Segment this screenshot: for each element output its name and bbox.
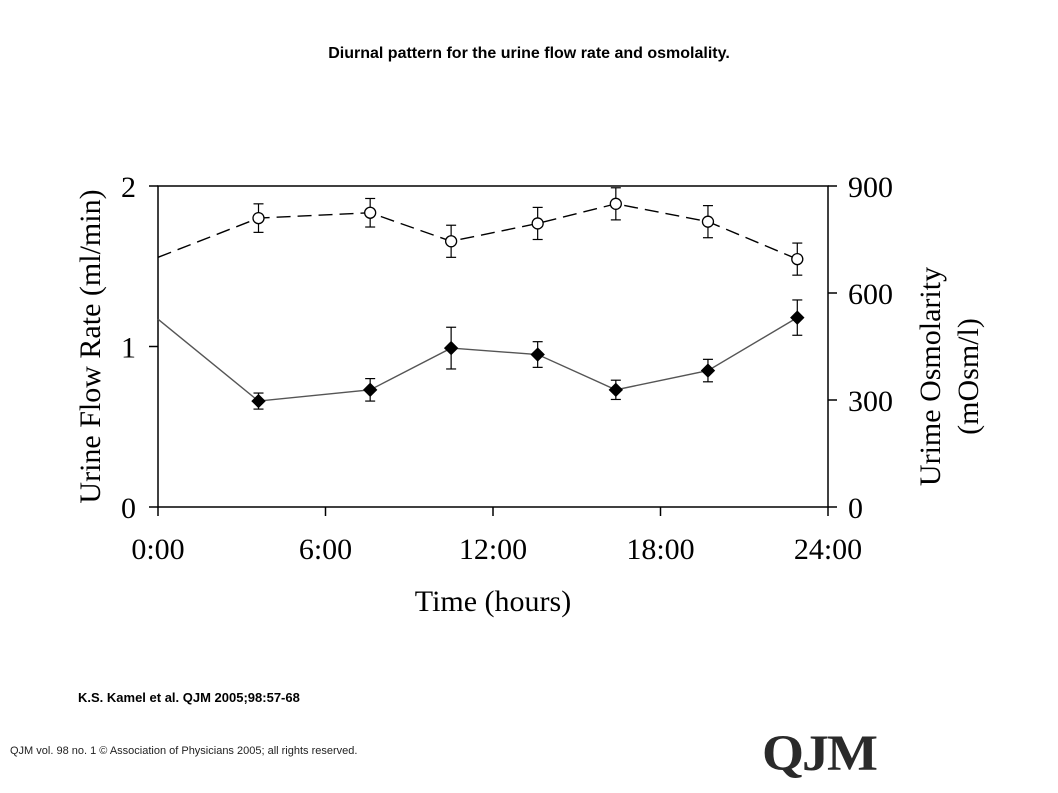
- y2-axis-label-line1: Urime Osmolarity: [914, 267, 947, 486]
- open-circle-marker: [444, 235, 458, 248]
- open-circle-marker: [791, 252, 804, 266]
- series-0-line: [157, 203, 798, 260]
- filled-diamond-marker: [530, 347, 545, 362]
- citation: K.S. Kamel et al. QJM 2005;98:57-68: [78, 690, 300, 705]
- x-axis-label: Time (hours): [415, 585, 571, 618]
- y-axis-label: Urine Flow Rate (ml/min): [74, 189, 107, 503]
- series-1-point: [443, 326, 459, 370]
- qjm-logo: QJM: [762, 724, 878, 782]
- y2-tick-label: 900: [848, 171, 893, 204]
- series-1-point: [608, 379, 624, 401]
- copyright-notice: QJM vol. 98 no. 1 © Association of Physi…: [10, 745, 358, 757]
- y-tick-label: 2: [121, 171, 136, 204]
- y2-axis-label-line2: (mOsm/l): [952, 318, 985, 435]
- filled-diamond-marker: [790, 310, 805, 325]
- filled-diamond-marker: [362, 382, 378, 398]
- x-tick-label: 0:00: [131, 533, 184, 566]
- x-tick-label: 6:00: [299, 533, 352, 566]
- x-tick-label: 24:00: [794, 533, 862, 566]
- x-tick-label: 12:00: [459, 533, 527, 566]
- open-circle-marker: [609, 197, 622, 210]
- series-1-line: [157, 317, 798, 402]
- filled-diamond-marker: [608, 382, 624, 398]
- filled-diamond-marker: [251, 393, 266, 409]
- series-0-point: [444, 224, 458, 258]
- y2-tick-label: 0: [848, 492, 863, 525]
- series-1-point: [362, 378, 378, 402]
- series-layer: [157, 187, 805, 410]
- series-0-point: [531, 206, 544, 241]
- chart-title: Diurnal pattern for the urine flow rate …: [328, 45, 730, 62]
- y-tick-label: 0: [121, 492, 136, 525]
- open-circle-marker: [531, 217, 544, 230]
- y2-tick-label: 300: [848, 385, 893, 418]
- series-1-point: [700, 358, 716, 383]
- x-tick-label: 18:00: [626, 533, 694, 566]
- series-0-point: [252, 203, 265, 233]
- series-1-point: [251, 392, 266, 410]
- plot-frame: [157, 185, 829, 508]
- y2-tick-label: 600: [848, 278, 893, 311]
- series-0-point: [701, 205, 715, 239]
- open-circle-marker: [252, 211, 265, 225]
- series-0-point: [791, 242, 804, 276]
- ticks-layer: 0:00 6:00 12:00 18:00 24:00 0 1 2 0 300 600 900: [121, 171, 893, 566]
- filled-diamond-marker: [443, 340, 459, 356]
- series-1-point: [530, 341, 545, 368]
- open-circle-marker: [364, 206, 377, 219]
- series-0-point: [609, 187, 622, 221]
- series-1-point: [790, 299, 805, 336]
- open-circle-marker: [701, 215, 715, 228]
- y-tick-label: 1: [121, 332, 136, 365]
- filled-diamond-marker: [700, 363, 716, 378]
- series-0-point: [364, 197, 377, 228]
